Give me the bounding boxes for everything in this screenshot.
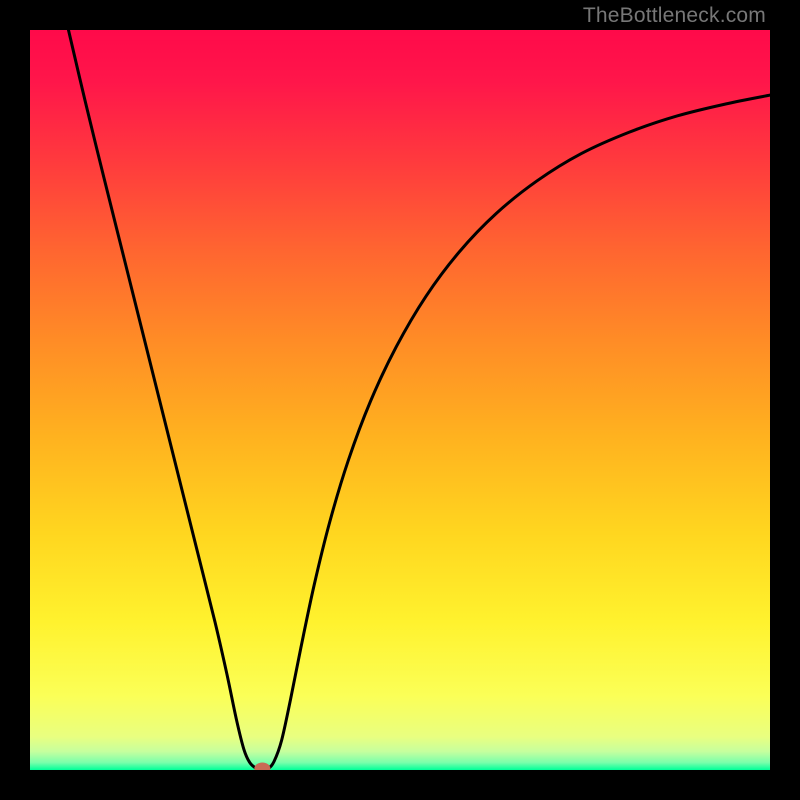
chart-frame: TheBottleneck.com [0, 0, 800, 800]
chart-svg [30, 30, 770, 770]
gradient-background [30, 30, 770, 770]
watermark-text: TheBottleneck.com [583, 4, 766, 28]
plot-area [30, 30, 770, 770]
